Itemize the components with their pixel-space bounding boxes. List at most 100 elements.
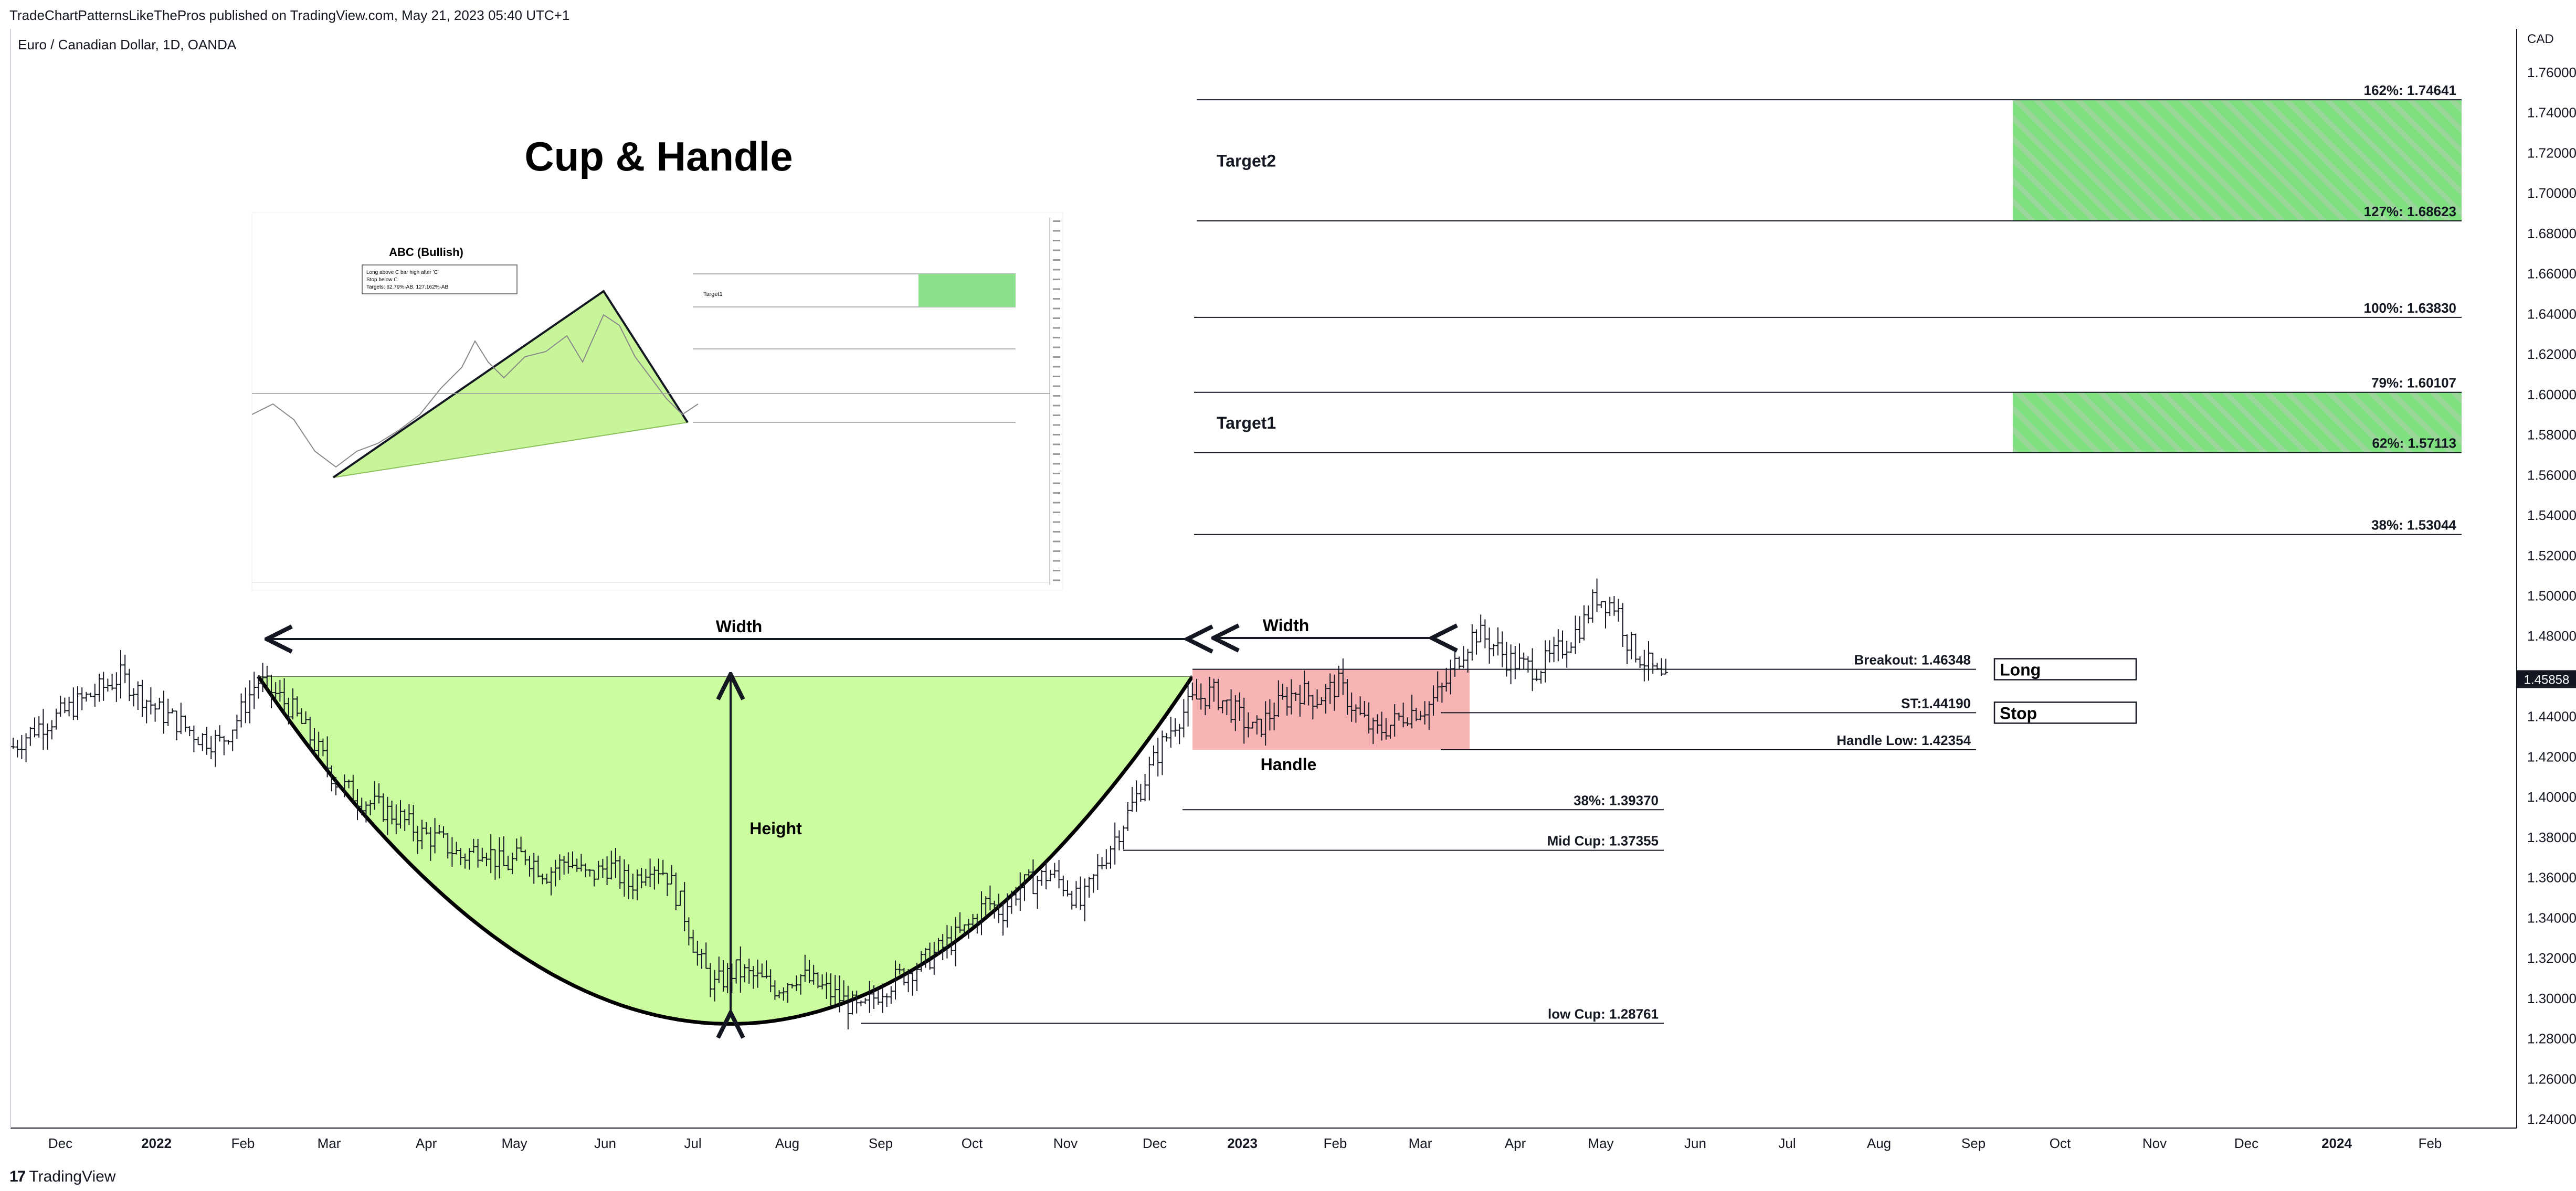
inset-title: ABC (Bullish) [389, 246, 463, 259]
ohlc-bar [927, 942, 932, 970]
inset-y-tick [1053, 298, 1060, 300]
ohlc-bar [1311, 695, 1315, 720]
ohlc-bar [178, 703, 183, 734]
ohlc-bar [1224, 699, 1229, 715]
ohlc-bar [773, 980, 777, 1000]
ohlc-bar [351, 774, 355, 802]
ohlc-bar [471, 838, 476, 853]
ohlc-bar [209, 736, 214, 759]
ohlc-bar [850, 991, 854, 1015]
ohlc-bar [652, 866, 657, 890]
ohlc-bar [1612, 596, 1617, 616]
price-bars [11, 578, 1668, 1029]
ohlc-bar [532, 853, 536, 884]
ohlc-bar [437, 825, 441, 835]
ohlc-bar [256, 675, 261, 699]
x-tick-label: Jun [1684, 1135, 1706, 1151]
x-tick-label: Oct [962, 1135, 983, 1151]
inset-y-tick [1053, 327, 1060, 329]
x-tick-label: Mar [1409, 1135, 1432, 1151]
ohlc-bar [33, 717, 37, 738]
inset-note-line-2: Stop below C [366, 277, 397, 283]
ohlc-bar [1100, 857, 1104, 869]
ohlc-bar [1539, 671, 1543, 684]
ohlc-bar [966, 918, 971, 939]
ohlc-bar [295, 696, 300, 717]
ohlc-bar [975, 913, 979, 934]
ohlc-bar [76, 686, 80, 720]
ohlc-bar [1130, 787, 1134, 812]
ohlc-bar [407, 804, 411, 825]
ohlc-bar [1190, 682, 1195, 700]
ohlc-bar [1616, 599, 1621, 622]
ohlc-bar [932, 942, 936, 975]
ohlc-bar [923, 948, 928, 968]
ohlc-bar [1009, 890, 1014, 914]
ohlc-bar [1268, 699, 1272, 731]
y-tick-label: 1.76000 [2527, 65, 2576, 80]
ohlc-bar [84, 692, 89, 702]
inset-y-tick [1053, 356, 1060, 358]
y-tick-label: 1.42000 [2527, 749, 2576, 764]
ohlc-bar [859, 1000, 863, 1006]
ohlc-bar [1534, 668, 1539, 682]
ohlc-bar [1551, 636, 1556, 662]
ohlc-bar [687, 917, 691, 945]
ohlc-bar [1577, 616, 1582, 643]
ohlc-bar [700, 949, 704, 969]
ohlc-bar [489, 834, 493, 874]
ohlc-bar [1392, 704, 1397, 737]
ohlc-bar [945, 925, 949, 959]
ohlc-bar [1259, 718, 1263, 737]
ohlc-bar [1199, 683, 1203, 710]
tradingview-brand: TradingView [29, 1168, 116, 1185]
ohlc-bar [62, 697, 67, 714]
ohlc-bar [1573, 615, 1578, 654]
ohlc-bar [1177, 724, 1182, 745]
ohlc-bar [192, 725, 196, 752]
ohlc-bar [514, 838, 519, 861]
target-label-1: Target1 [1217, 413, 1276, 432]
level-label: Handle Low: 1.42354 [1836, 732, 1971, 748]
y-tick-label: 1.38000 [2527, 830, 2576, 845]
ohlc-bar [678, 890, 682, 906]
level-label: low Cup: 1.28761 [1548, 1006, 1659, 1022]
x-tick-label: Jul [1778, 1135, 1796, 1151]
ohlc-bar [837, 975, 842, 1013]
ohlc-bar [398, 800, 403, 829]
ohlc-bar [1332, 674, 1337, 711]
ohlc-bar [1405, 717, 1410, 727]
ohlc-bar [1526, 656, 1530, 673]
ohlc-bar [1362, 701, 1367, 718]
ohlc-bar [54, 708, 58, 730]
ohlc-bar [312, 728, 316, 756]
ohlc-bar [1375, 714, 1380, 734]
ohlc-bar [549, 867, 553, 896]
ohlc-bar [420, 820, 424, 849]
last-price-label: 1.45858 [2524, 673, 2570, 687]
ohlc-bar [1625, 634, 1629, 665]
ohlc-bar [1039, 869, 1044, 886]
order-box-label-long: Long [2000, 661, 2041, 679]
inset-y-tick [1053, 540, 1060, 543]
ohlc-bar [1453, 651, 1457, 677]
ohlc-bar [622, 859, 627, 897]
ohlc-bar [1018, 872, 1022, 911]
ohlc-bar [1095, 854, 1100, 890]
y-tick-label: 1.74000 [2527, 105, 2576, 121]
ohlc-bar [811, 964, 816, 985]
ohlc-bar [747, 959, 752, 984]
ohlc-bar [519, 836, 523, 853]
inset-y-tick [1053, 337, 1060, 338]
ohlc-bar [1061, 875, 1065, 897]
x-tick-label: Feb [2419, 1135, 2442, 1151]
ohlc-bar [1522, 652, 1526, 669]
ohlc-bar [260, 663, 265, 693]
ohlc-bar [123, 654, 128, 683]
ohlc-bar [540, 874, 545, 885]
ohlc-bar [880, 983, 885, 1013]
ohlc-bar [510, 853, 515, 874]
y-tick-label: 1.64000 [2527, 306, 2576, 322]
ohlc-bar [1160, 730, 1165, 775]
ohlc-bar [1655, 663, 1660, 671]
